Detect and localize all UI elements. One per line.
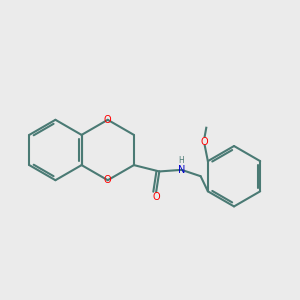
Text: H: H xyxy=(179,156,184,165)
Text: N: N xyxy=(178,165,185,175)
Text: O: O xyxy=(152,192,160,202)
Text: O: O xyxy=(201,137,208,147)
Text: O: O xyxy=(104,115,112,125)
Text: O: O xyxy=(104,175,112,185)
